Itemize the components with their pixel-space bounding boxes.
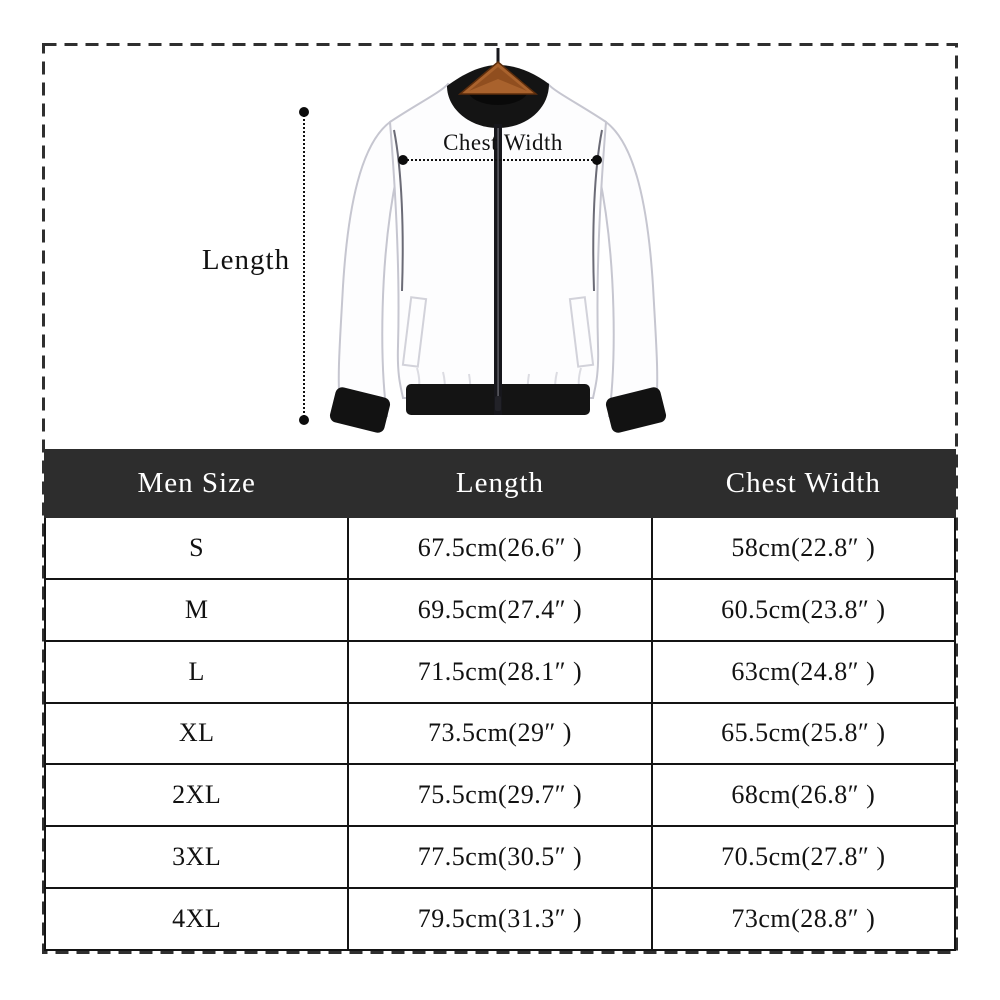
cell-size: L	[43, 639, 350, 704]
chest-width-measure-line	[403, 159, 597, 161]
cell-chest: 60.5cm(23.8″ )	[650, 577, 957, 642]
cell-length: 75.5cm(29.7″ )	[347, 763, 653, 828]
cell-chest: 73cm(28.8″ )	[650, 887, 957, 951]
cell-size: 4XL	[43, 887, 350, 951]
table-row-4xl: 4XL 79.5cm(31.3″ ) 73cm(28.8″ )	[43, 887, 957, 951]
hanger-icon	[457, 48, 539, 95]
cell-length: 77.5cm(30.5″ )	[347, 825, 653, 890]
jacket-right-pocket	[568, 296, 595, 368]
cell-size: S	[43, 516, 350, 580]
table-row-3xl: 3XL 77.5cm(30.5″ ) 70.5cm(27.8″ )	[43, 825, 957, 890]
length-line-bottom-dot-icon	[299, 415, 309, 425]
cell-chest: 65.5cm(25.8″ )	[650, 701, 957, 766]
jacket-zipper	[494, 124, 502, 415]
length-line-top-dot-icon	[299, 107, 309, 117]
jacket-right-cuff	[605, 387, 667, 433]
cell-length: 79.5cm(31.3″ )	[347, 887, 653, 951]
column-header-chest-width: Chest Width	[650, 449, 957, 518]
cell-chest: 70.5cm(27.8″ )	[650, 825, 957, 890]
jacket-left-sleeve	[337, 120, 399, 418]
table-row-2xl: 2XL 75.5cm(29.7″ ) 68cm(26.8″ )	[43, 763, 957, 828]
jacket-left-cuff	[329, 387, 391, 433]
header-row: Men Size Length Chest Width	[43, 449, 957, 518]
chest-width-label: Chest Width	[443, 130, 563, 155]
cell-length: 73.5cm(29″ )	[347, 701, 653, 766]
jacket-left-pocket	[401, 296, 428, 368]
chest-line-left-dot-icon	[398, 155, 408, 165]
column-header-length: Length	[347, 449, 653, 518]
cell-chest: 58cm(22.8″ )	[650, 516, 957, 580]
cell-size: XL	[43, 701, 350, 766]
length-label: Length	[201, 244, 291, 276]
cell-length: 67.5cm(26.6″ )	[347, 516, 653, 580]
table-row-l: L 71.5cm(28.1″ ) 63cm(24.8″ )	[43, 639, 957, 704]
dashed-border	[42, 43, 958, 954]
cell-length: 69.5cm(27.4″ )	[347, 577, 653, 642]
cell-chest: 63cm(24.8″ )	[650, 639, 957, 704]
chest-line-right-dot-icon	[592, 155, 602, 165]
dashed-border-frame: Length Chest Width Men Size Length Chest…	[42, 43, 958, 954]
length-measure-line	[303, 112, 305, 420]
jacket-illustration	[329, 48, 667, 433]
cell-size: 2XL	[43, 763, 350, 828]
cell-length: 71.5cm(28.1″ )	[347, 639, 653, 704]
cell-size: 3XL	[43, 825, 350, 890]
cell-size: M	[43, 577, 350, 642]
table-row-m: M 69.5cm(27.4″ ) 60.5cm(23.8″ )	[43, 577, 957, 642]
table-row-s: S 67.5cm(26.6″ ) 58cm(22.8″ )	[43, 516, 957, 580]
jacket-measurement-figure: Length Chest Width	[45, 46, 955, 449]
jacket-right-sleeve	[597, 120, 659, 418]
column-header-men-size: Men Size	[43, 449, 350, 518]
table-row-xl: XL 73.5cm(29″ ) 65.5cm(25.8″ )	[43, 701, 957, 766]
size-chart-table: Men Size Length Chest Width S 67.5cm(26.…	[43, 449, 957, 951]
cell-chest: 68cm(26.8″ )	[650, 763, 957, 828]
